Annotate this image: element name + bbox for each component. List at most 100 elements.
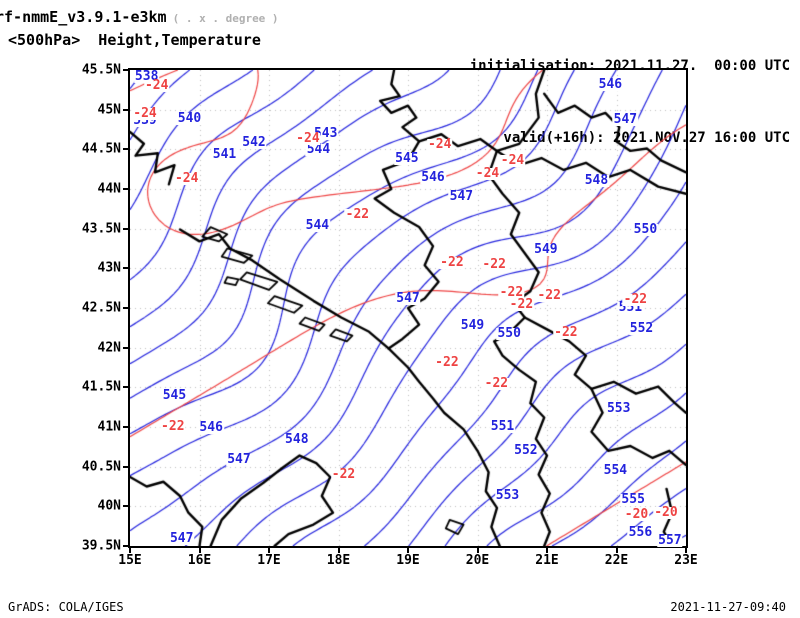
creation-timestamp: 2021-11-27-09:40 [670, 600, 786, 614]
x-axis-tick-label: 21E [535, 553, 559, 568]
height-contour-label: 547 [226, 451, 252, 467]
y-axis-tickmark [123, 545, 128, 547]
temp-contour-label: -24 [474, 166, 501, 182]
height-contour-label: 556 [627, 525, 654, 541]
x-axis-tickmark [407, 548, 409, 553]
height-contour-label: 557 [657, 533, 683, 549]
y-axis-tickmark [123, 426, 128, 428]
temp-contour-label: -24 [499, 153, 526, 169]
x-axis-tick-label: 18E [326, 553, 351, 568]
y-axis-tick-label: 40.5N [81, 459, 121, 475]
x-axis-tickmark [129, 548, 131, 553]
y-axis-tick-label: 43N [97, 260, 121, 276]
temp-contour-label: -22 [439, 255, 465, 271]
map-frame: 538 539 540 541 542 543 544 544 545 545 546 546 546 5… [128, 68, 688, 548]
temp-contour-label: -22 [160, 419, 186, 434]
y-axis-tickmark [123, 386, 128, 389]
y-axis-tickmark [123, 108, 128, 111]
x-axis-tickmark [685, 548, 687, 553]
height-contour-label: 546 [597, 76, 624, 92]
x-axis-tickmark [476, 548, 479, 553]
y-axis-tickmark [123, 346, 128, 349]
height-contour-label: 554 [602, 462, 629, 478]
y-axis-tick-label: 44.5N [81, 141, 121, 157]
model-name: rf-nmmE_v3.9.1-e3km [0, 8, 167, 26]
x-axis-tickmark [546, 548, 548, 553]
height-contour-label: 548 [284, 431, 310, 447]
height-contour-label: 538 [133, 68, 160, 84]
y-axis-tick-label: 40N [97, 498, 121, 514]
y-axis-tick-label: 42N [97, 340, 121, 356]
temp-contour-label: -22 [330, 466, 357, 482]
height-contour-label: 540 [176, 110, 203, 126]
y-axis-tickmark [123, 188, 128, 190]
y-axis-tick-label: 41N [97, 419, 121, 435]
y-axis-tickmark [123, 227, 128, 230]
y-axis-tick-label: 43.5N [81, 221, 121, 237]
header-title-line: rf-nmmE_v3.9.1-e3km ( . x . degree ) [0, 7, 279, 26]
temp-contour-label: -22 [508, 297, 535, 313]
height-contour-label: 545 [161, 388, 188, 404]
height-contour-label: 547 [168, 530, 195, 546]
height-contour-label: 547 [448, 189, 475, 205]
x-axis-tickmark [198, 548, 201, 553]
temp-contour-label: -22 [553, 324, 579, 340]
height-contour-label: 546 [198, 419, 224, 435]
y-axis-tickmark [123, 505, 128, 508]
temp-contour-label: -22 [483, 376, 510, 392]
temp-contour-label: -24 [426, 137, 453, 153]
x-axis-tick-label: 16E [187, 553, 212, 568]
y-axis-tickmark [123, 69, 128, 71]
y-axis-tickmark [123, 148, 128, 151]
height-contour-label: 549 [533, 242, 559, 258]
y-axis-tick-label: 39.5N [81, 538, 121, 554]
field-title: <500hPa> Height,Temperature [8, 31, 261, 49]
grads-credit: GrADS: COLA/IGES [8, 600, 124, 614]
y-axis-tickmark [123, 307, 128, 309]
y-axis-tickmark [123, 465, 128, 468]
temp-contour-label: -22 [536, 288, 562, 304]
height-contour-label: 541 [211, 147, 238, 163]
height-contour-label: 544 [305, 142, 332, 158]
temp-contour-label: -24 [143, 77, 170, 93]
temp-contour-label: -22 [344, 206, 371, 222]
x-axis-tick-label: 20E [465, 553, 490, 568]
height-contour-label: 553 [494, 487, 521, 503]
y-axis-tickmark [123, 267, 128, 270]
x-axis-tick-label: 23E [674, 553, 698, 568]
height-contour-label: 544 [304, 217, 331, 233]
height-contour-label: 550 [496, 325, 522, 341]
x-axis-tickmark [615, 548, 618, 553]
y-axis-tick-label: 44N [97, 181, 121, 197]
height-contour-label: 542 [241, 135, 267, 151]
y-axis-tick-label: 41.5N [81, 379, 121, 395]
height-contour-label: 546 [420, 170, 446, 186]
temp-contour-label: -22 [434, 354, 460, 370]
height-contour-label: 548 [583, 172, 610, 188]
temp-contour-label: -20 [653, 505, 679, 521]
y-axis-tick-label: 45.5N [81, 62, 121, 78]
temp-contour-label: -24 [132, 105, 158, 121]
height-contour-label: 553 [605, 400, 632, 416]
x-axis-tick-label: 15E [118, 553, 142, 568]
temp-contour-label: -24 [173, 171, 200, 186]
x-axis-tickmark [268, 548, 270, 553]
height-contour-label: 547 [612, 111, 639, 127]
y-axis-tick-label: 45N [97, 102, 121, 118]
height-contour-label: 555 [620, 492, 646, 508]
temp-contour-label: -22 [481, 257, 507, 273]
x-axis-tick-label: 19E [396, 553, 420, 568]
height-contour-label: 547 [395, 290, 421, 306]
height-contour-label: 552 [513, 442, 539, 458]
height-contour-label: 552 [628, 320, 655, 336]
height-contour-label: 551 [489, 419, 516, 434]
temp-contour-label: -22 [622, 291, 649, 307]
temp-contour-label: -24 [295, 131, 321, 147]
x-axis-tick-label: 22E [604, 553, 629, 568]
x-axis-tickmark [337, 548, 340, 553]
y-axis-tick-label: 42.5N [81, 300, 121, 316]
model-units-note: ( . x . degree ) [172, 12, 279, 25]
height-contour-label: 545 [394, 151, 420, 167]
x-axis-tick-label: 17E [257, 553, 281, 568]
